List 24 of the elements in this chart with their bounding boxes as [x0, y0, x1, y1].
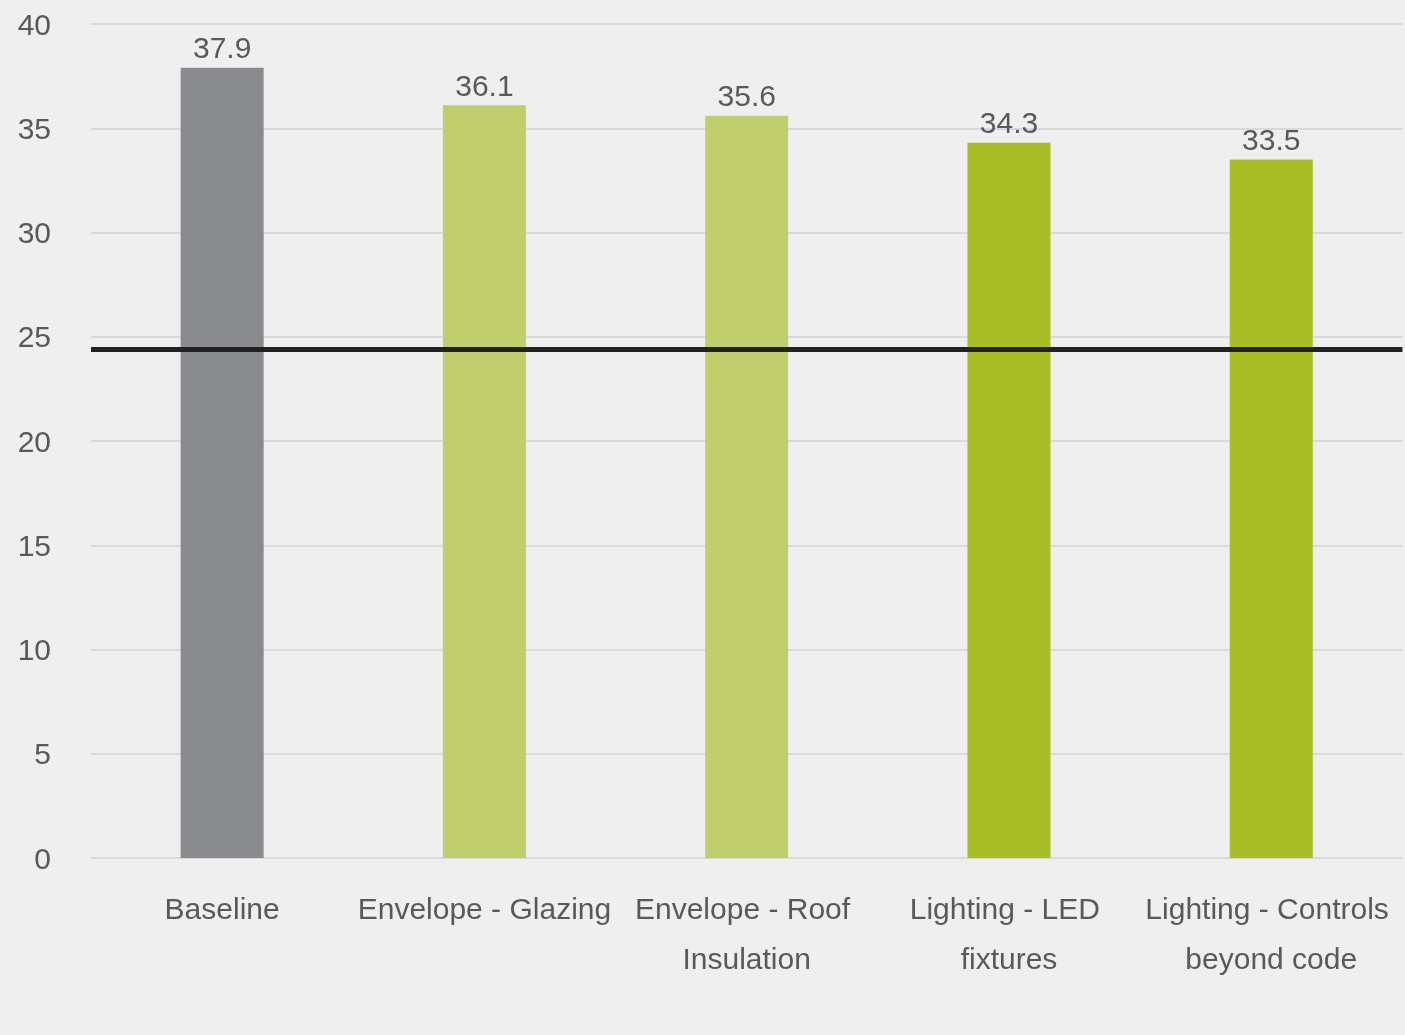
data-label: 34.3: [979, 106, 1039, 140]
y-tick-label: 25: [17, 320, 51, 354]
x-tick-label: Lighting - LED fixtures: [909, 891, 1109, 975]
y-tick-label: 15: [17, 528, 51, 562]
y-tick-label: 20: [17, 424, 51, 458]
data-label: 33.5: [1242, 123, 1301, 157]
bar: [180, 67, 264, 858]
data-label: 37.9: [192, 31, 252, 65]
bar: [1229, 159, 1313, 858]
data-label: 36.1: [455, 68, 514, 102]
data-label: 35.6: [717, 79, 776, 113]
x-tick-label: Envelope - Roof Insulation: [634, 891, 859, 975]
y-tick-label: 10: [17, 633, 51, 666]
y-tick-label: 30: [17, 216, 51, 249]
y-tick-label: 35: [17, 111, 51, 145]
x-tick-label: Envelope - Glazing: [357, 891, 612, 925]
bar: [442, 105, 526, 858]
y-tick-label: 5: [34, 737, 51, 771]
x-tick-label: Lighting - Controls beyond code: [1145, 891, 1398, 975]
bar: [705, 115, 789, 858]
y-tick-label: 0: [34, 841, 51, 875]
x-tick-label: Baseline: [164, 891, 280, 925]
y-tick-label: 40: [17, 7, 51, 41]
bar: [967, 142, 1051, 858]
